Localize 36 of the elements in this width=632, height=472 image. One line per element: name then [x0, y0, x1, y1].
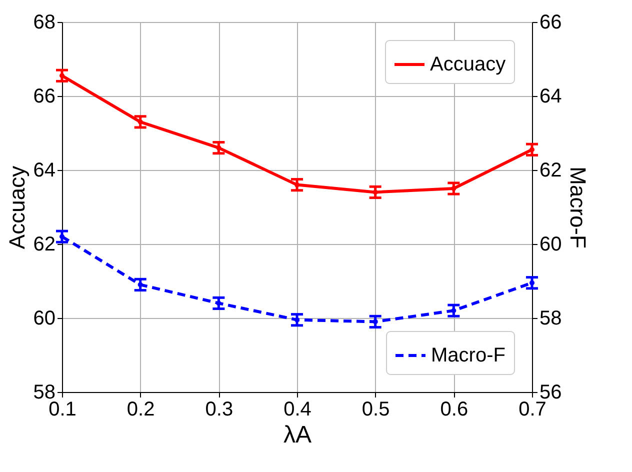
point	[138, 282, 143, 288]
legend-label: Accuacy	[430, 54, 506, 76]
point	[372, 319, 378, 324]
y2-tick-label: 64	[540, 86, 562, 108]
y-tick-label: 68	[33, 12, 56, 34]
y2-tick-label: 60	[540, 234, 562, 256]
y-tick-label: 66	[33, 86, 56, 108]
point	[294, 182, 300, 188]
y2-tick-label: 66	[540, 12, 562, 34]
point	[60, 73, 64, 78]
y-tick-label: 64	[33, 160, 56, 182]
x-tick-label: 0.3	[205, 398, 234, 420]
point	[216, 145, 222, 150]
y-tick-label: 62	[33, 234, 56, 256]
point	[451, 308, 456, 314]
x-tick-label: 0.2	[126, 398, 155, 420]
point	[451, 186, 456, 191]
y2-axis-title: Macro-F	[566, 166, 591, 248]
point	[294, 317, 300, 322]
x-tick-label: 0.4	[284, 398, 312, 420]
x-tick-label: 0.1	[48, 398, 76, 420]
y-tick-label: 60	[33, 308, 56, 330]
point	[138, 119, 143, 124]
x-axis-title: λA	[283, 422, 312, 448]
x-tick-label: 0.7	[518, 398, 546, 420]
x-tick-label: 0.6	[440, 398, 468, 420]
y2-tick-label: 62	[540, 160, 562, 182]
point	[60, 234, 64, 240]
y2-tick-label: 58	[540, 308, 562, 330]
point	[530, 280, 534, 286]
point	[372, 190, 378, 195]
y-axis-title: Accuacy	[4, 166, 30, 250]
point	[216, 300, 222, 306]
point	[530, 147, 534, 152]
x-tick-label: 0.5	[362, 398, 390, 420]
legend-label: Macro-F	[431, 344, 506, 366]
